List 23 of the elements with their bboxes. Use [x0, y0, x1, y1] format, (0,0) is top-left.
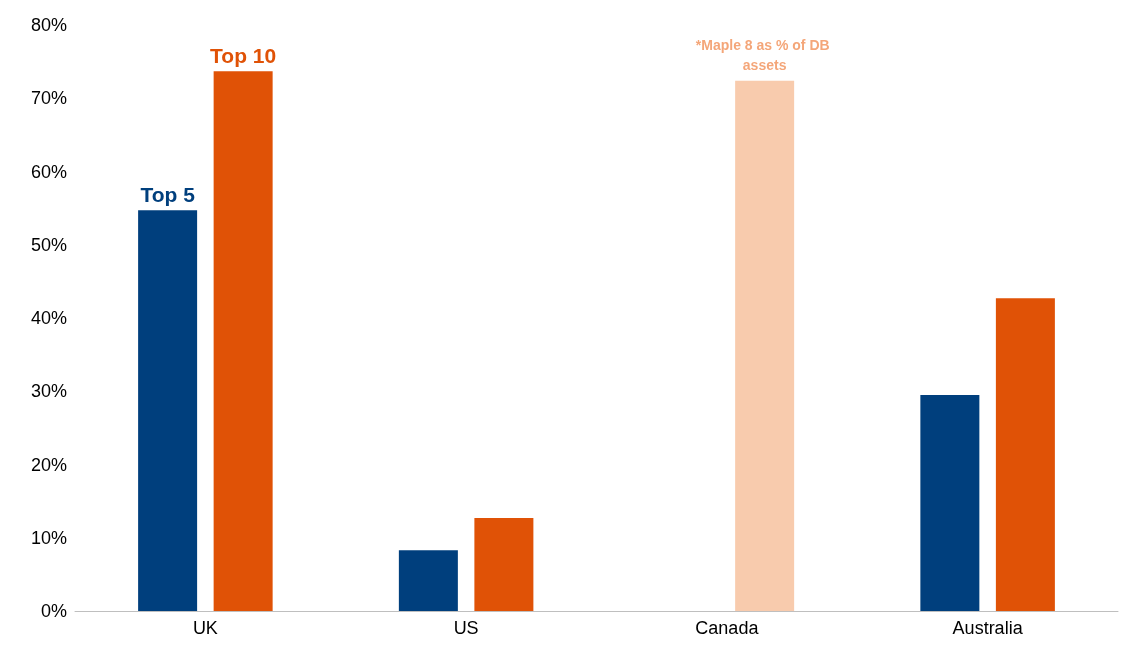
x-tick-label: Australia — [952, 618, 1024, 638]
y-tick-label: 70% — [30, 88, 67, 109]
x-tick-label: Canada — [695, 618, 760, 638]
bar — [995, 298, 1055, 611]
bar — [398, 550, 458, 611]
annotation: *Maple 8 as % of DB assets — [695, 36, 834, 73]
y-tick-label: 40% — [30, 308, 67, 328]
bar — [920, 394, 980, 611]
y-tick-label: 0% — [40, 601, 67, 621]
bar — [138, 210, 198, 611]
bar — [474, 517, 534, 611]
series-label: Top 10 — [210, 44, 277, 68]
x-tick-label: UK — [192, 618, 218, 638]
y-tick-label: 20% — [30, 454, 67, 475]
bar — [213, 71, 273, 611]
y-tick-label: 50% — [30, 234, 67, 255]
y-tick-label: 80% — [30, 15, 67, 35]
y-tick-label: 60% — [30, 161, 67, 182]
y-tick-label: 10% — [30, 527, 67, 548]
bar — [735, 80, 795, 611]
y-tick-label: 30% — [30, 381, 67, 402]
series-label: Top 5 — [140, 183, 196, 207]
x-tick-label: US — [453, 618, 479, 638]
